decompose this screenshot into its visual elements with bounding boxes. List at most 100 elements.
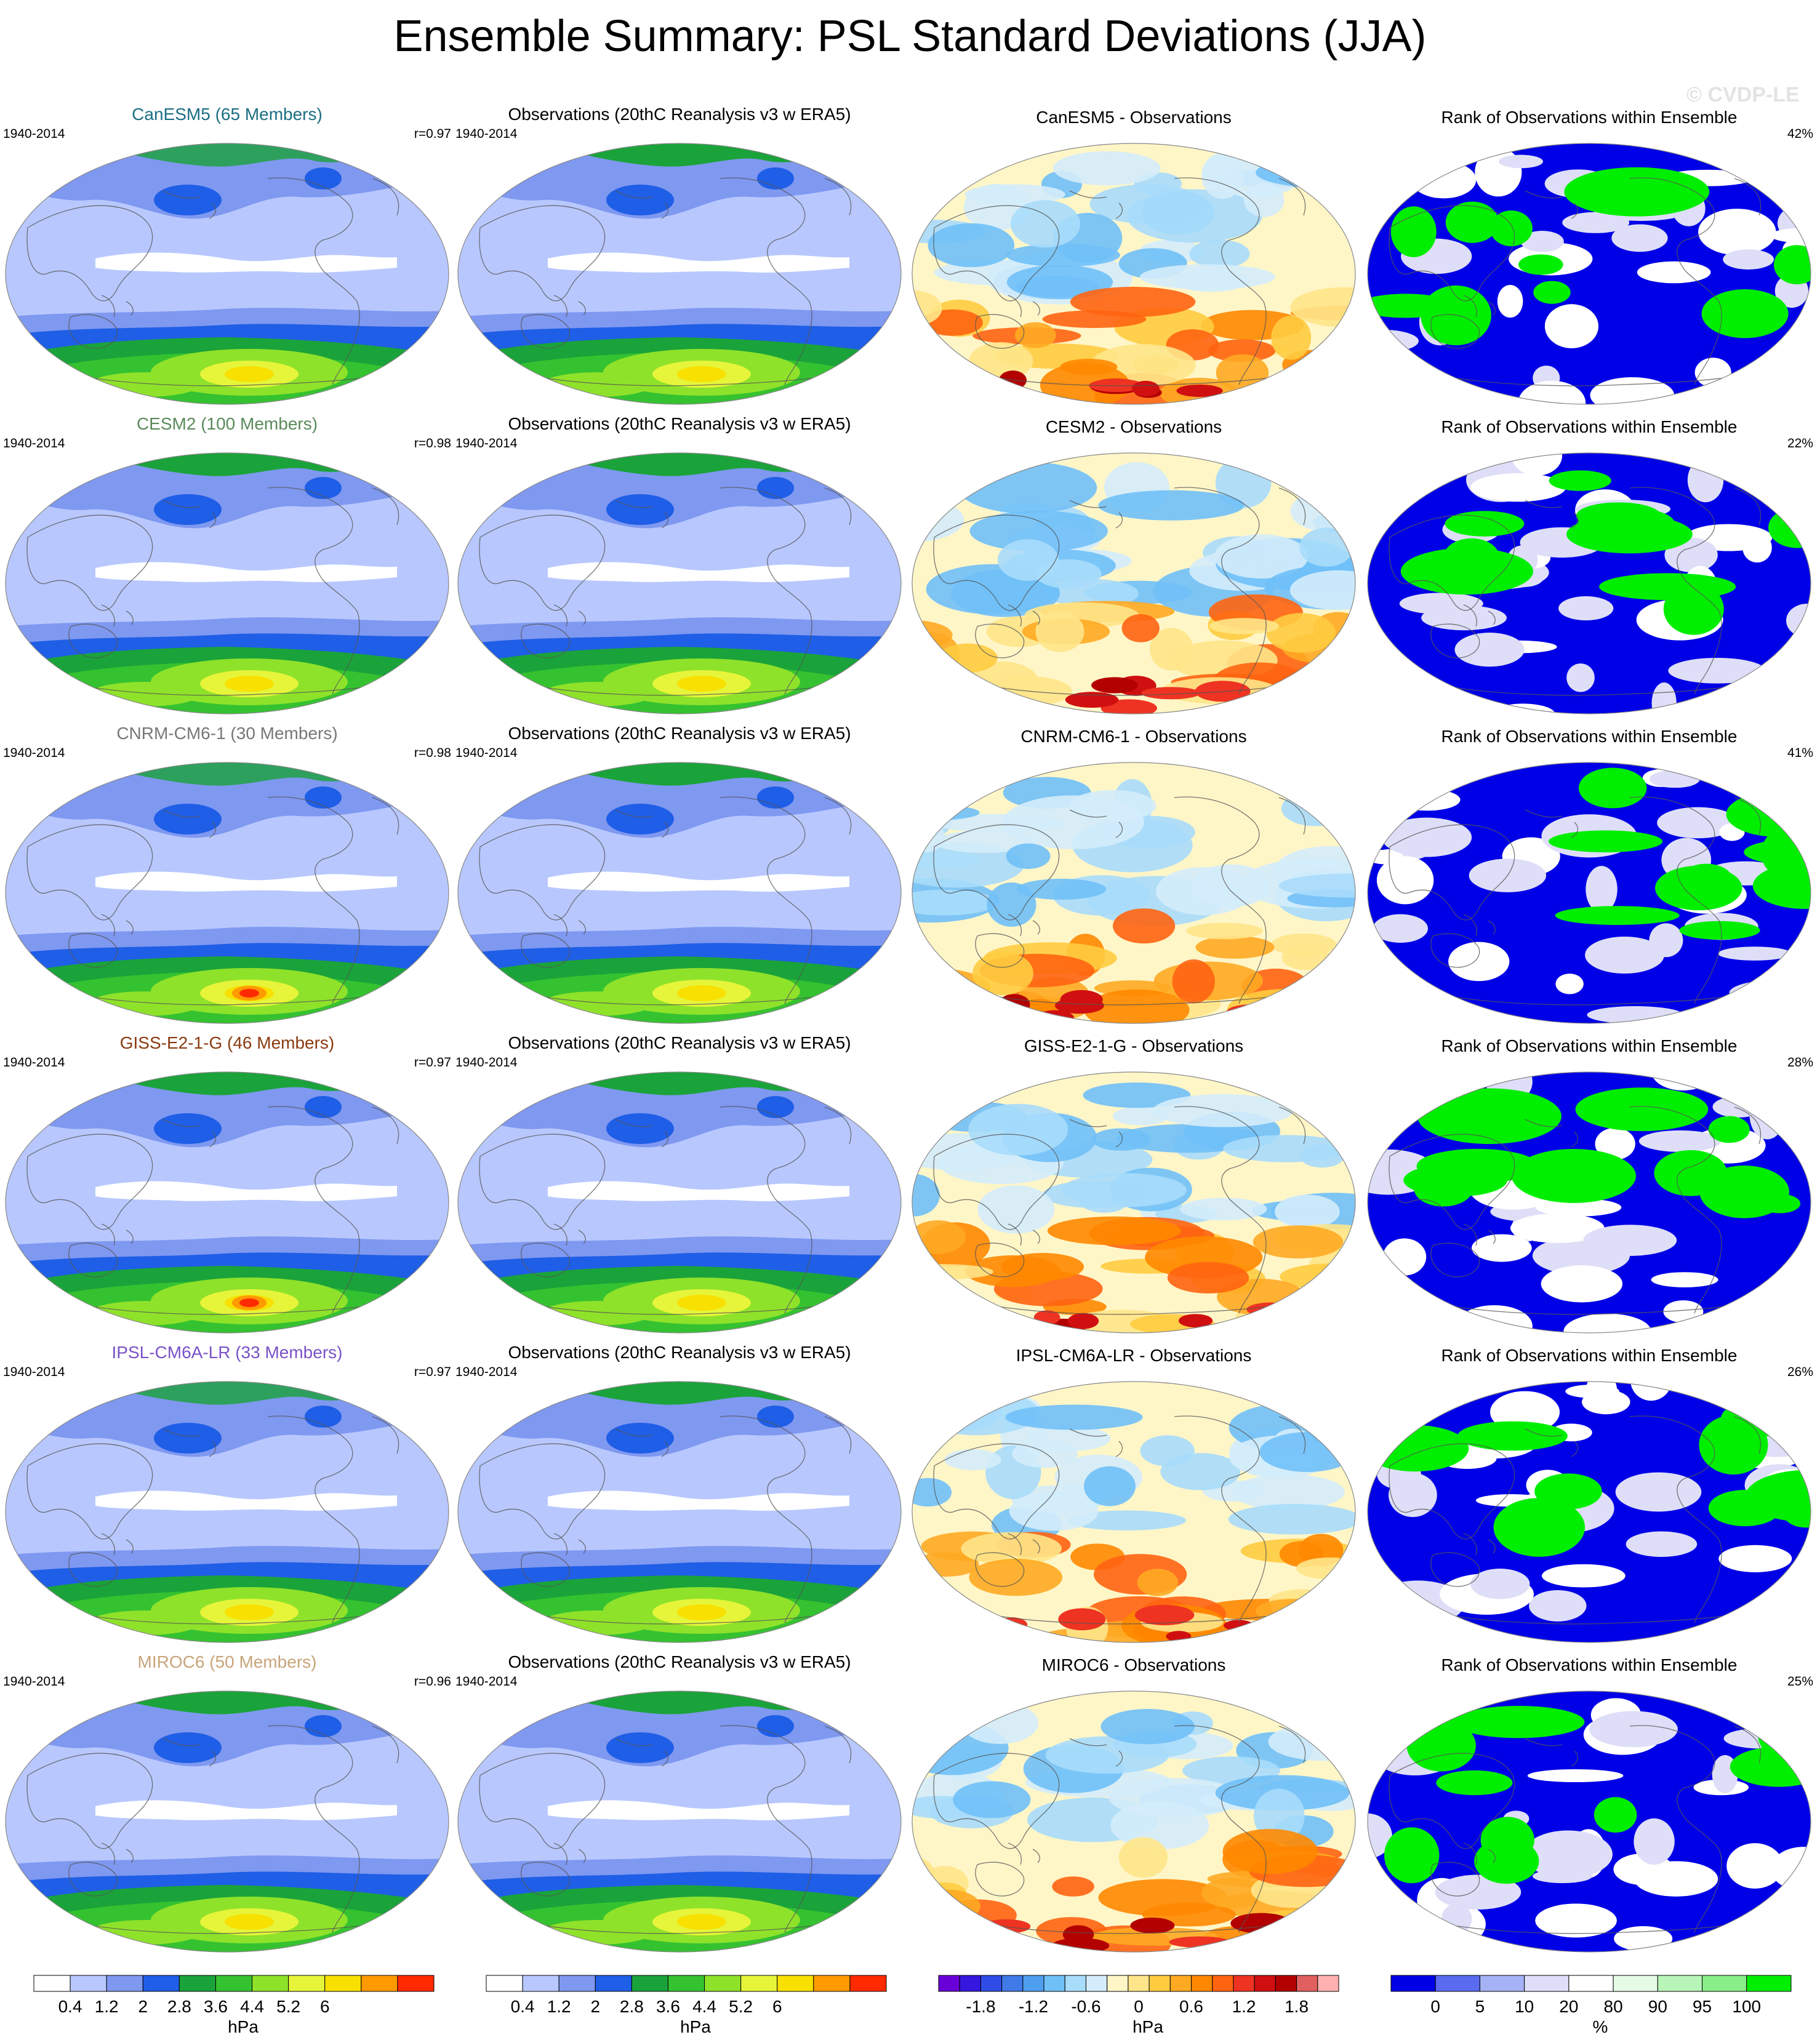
colorbar-tick-label: 10	[1515, 1997, 1534, 2016]
observations-map	[457, 452, 902, 714]
colorbar-swatch	[1568, 1975, 1614, 1992]
diff-title: IPSL-CM6A-LR - Observations	[1016, 1346, 1252, 1365]
difference-panel: CanESM5 - Observations	[910, 98, 1358, 407]
model-std-map	[5, 1381, 449, 1643]
colorbar-swatch	[142, 1975, 180, 1992]
colorbar-swatch	[595, 1975, 632, 1992]
colorbar-swatch	[849, 1975, 887, 1992]
period-label: 1940-2014	[3, 1674, 65, 1689]
rank-title: Rank of Observations within Ensemble	[1441, 1036, 1738, 1055]
colorbar-tick-label: 0.4	[58, 1997, 82, 2016]
colorbar-tick-label: 2	[138, 1997, 148, 2016]
period-label: 1940-2014	[3, 436, 65, 450]
colorbar-tick-label: -1.2	[1019, 1997, 1048, 2016]
observations-map	[457, 1071, 902, 1334]
difference-map	[912, 143, 1356, 405]
rank-panel: Rank of Observations within Ensemble 28%	[1365, 1027, 1813, 1336]
model-title: MIROC6 (50 Members)	[137, 1652, 317, 1671]
model-std-panel: GISS-E2-1-G (46 Members) 1940-2014 r=0.97	[3, 1027, 451, 1336]
colorbar-tick-label: 1.2	[1232, 1997, 1256, 2016]
colorbar-swatch	[215, 1975, 253, 1992]
model-title: GISS-E2-1-G (46 Members)	[119, 1033, 335, 1052]
diff-title: CESM2 - Observations	[1045, 417, 1222, 436]
rank-percent: 25%	[1787, 1674, 1813, 1689]
rank-map	[1367, 143, 1811, 405]
colorbar-tick-label: 0	[1134, 1997, 1144, 2016]
colorbar-swatch	[1435, 1975, 1480, 1992]
colorbar: 0.4 1.2 2 2.8 3.6 4.4 5.2 6 hPa	[486, 1975, 905, 2037]
colorbar-swatch	[522, 1975, 559, 1992]
colorbar-swatch	[1613, 1975, 1658, 1992]
rank-title: Rank of Observations within Ensemble	[1441, 1346, 1738, 1365]
period-label: 1940-2014	[455, 436, 518, 450]
period-label: 1940-2014	[3, 746, 65, 760]
colorbar-tick-label: 5.2	[729, 1997, 753, 2016]
rank-map	[1367, 1690, 1811, 1953]
model-std-map	[5, 1690, 449, 1953]
colorbar-swatch	[1169, 1975, 1192, 1992]
colorbar-swatch	[486, 1975, 523, 1992]
period-label: 1940-2014	[455, 1055, 518, 1070]
difference-panel: IPSL-CM6A-LR - Observations	[910, 1337, 1358, 1646]
colorbar-swatch	[1212, 1975, 1234, 1992]
observations-panel: Observations (20thC Reanalysis v3 w ERA5…	[455, 1337, 904, 1646]
colorbar-tick-label: 4.4	[692, 1997, 716, 2016]
period-label: 1940-2014	[455, 746, 518, 760]
colorbar-tick-label: 95	[1693, 1997, 1712, 2016]
observations-panel: Observations (20thC Reanalysis v3 w ERA5…	[455, 98, 904, 407]
colorbar-swatch	[1191, 1975, 1213, 1992]
colorbar: -1.8 -1.2 -0.6 0 0.6 1.2 1.8 hPa	[938, 1975, 1357, 2037]
obs-title: Observations (20thC Reanalysis v3 w ERA5…	[508, 414, 851, 433]
colorbar-swatch	[1390, 1975, 1436, 1992]
observations-panel: Observations (20thC Reanalysis v3 w ERA5…	[455, 718, 904, 1026]
colorbar-tick-label: 100	[1732, 1997, 1761, 2016]
period-label: 1940-2014	[3, 127, 65, 141]
rank-percent: 28%	[1787, 1055, 1813, 1070]
colorbar-tick-label: 90	[1648, 1997, 1667, 2016]
difference-panel: GISS-E2-1-G - Observations	[910, 1027, 1358, 1336]
observations-panel: Observations (20thC Reanalysis v3 w ERA5…	[455, 408, 904, 717]
obs-title: Observations (20thC Reanalysis v3 w ERA5…	[508, 1343, 851, 1362]
colorbar-swatch	[1296, 1975, 1318, 1992]
rank-map	[1367, 1381, 1811, 1643]
model-std-map	[5, 143, 449, 405]
colorbar: 0 5 10 20 80 90 95 100%	[1390, 1975, 1810, 2037]
rank-map	[1367, 1071, 1811, 1334]
rank-percent: 42%	[1787, 127, 1813, 141]
figure-title: Ensemble Summary: PSL Standard Deviation…	[393, 12, 1427, 61]
obs-title: Observations (20thC Reanalysis v3 w ERA5…	[508, 105, 851, 124]
colorbar-swatch	[288, 1975, 326, 1992]
colorbar-swatch	[324, 1975, 362, 1992]
colorbar-swatch	[361, 1975, 398, 1992]
diff-title: MIROC6 - Observations	[1041, 1655, 1226, 1674]
colorbar-tick-label: 0	[1430, 1997, 1440, 2016]
colorbar-swatch	[704, 1975, 742, 1992]
rank-percent: 41%	[1787, 746, 1813, 760]
pattern-correlation: r=0.97	[414, 1055, 451, 1070]
colorbar-unit: hPa	[1132, 2017, 1163, 2036]
colorbar-tick-label: 0.6	[1179, 1997, 1203, 2016]
colorbar-swatch	[397, 1975, 435, 1992]
colorbar-swatch	[1657, 1975, 1703, 1992]
difference-map	[912, 762, 1356, 1024]
colorbar-tick-label: 4.4	[240, 1997, 264, 2016]
rank-percent: 22%	[1787, 436, 1813, 450]
colorbar-swatches: 0 5 10 20 80 90 95 100	[1390, 1975, 1792, 2016]
period-label: 1940-2014	[455, 127, 518, 141]
rank-title: Rank of Observations within Ensemble	[1441, 1655, 1738, 1674]
difference-map	[912, 1381, 1356, 1643]
colorbar-swatch	[1064, 1975, 1086, 1992]
colorbar-swatch	[813, 1975, 851, 1992]
rank-panel: Rank of Observations within Ensemble 26%	[1365, 1337, 1813, 1646]
difference-panel: MIROC6 - Observations	[910, 1646, 1358, 1955]
rank-panel: Rank of Observations within Ensemble 25%	[1365, 1646, 1813, 1955]
rank-map	[1367, 762, 1811, 1024]
model-title: CanESM5 (65 Members)	[132, 105, 323, 124]
model-title: CESM2 (100 Members)	[136, 414, 318, 433]
colorbar-swatches: 0.4 1.2 2 2.8 3.6 4.4 5.2 6	[486, 1975, 887, 2016]
model-std-panel: MIROC6 (50 Members) 1940-2014 r=0.96	[3, 1646, 451, 1955]
model-std-panel: CanESM5 (65 Members) 1940-2014 r=0.97	[3, 98, 451, 407]
colorbar-unit: hPa	[228, 2017, 259, 2036]
model-std-map	[5, 1071, 449, 1334]
pattern-correlation: r=0.98	[414, 436, 451, 450]
